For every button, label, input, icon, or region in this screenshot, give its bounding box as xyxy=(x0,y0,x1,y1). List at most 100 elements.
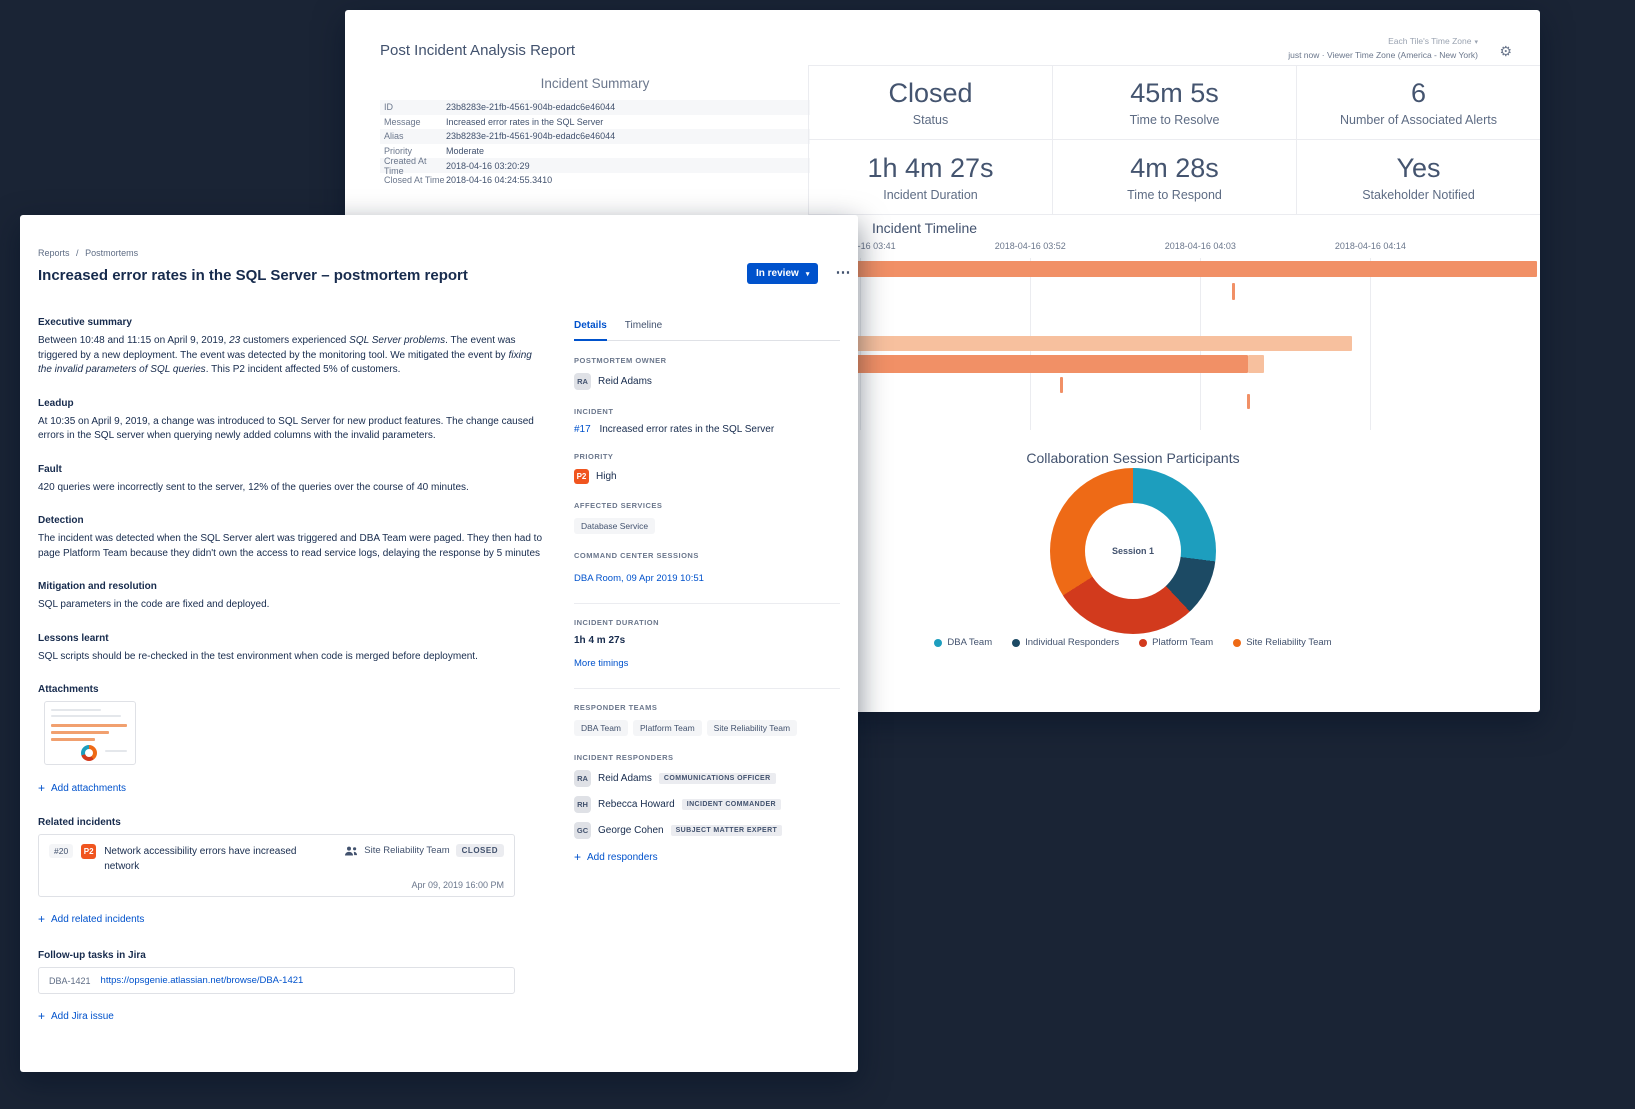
attachment-thumbnail[interactable] xyxy=(44,701,136,765)
postmortem-owner-label: POSTMORTEM OWNER xyxy=(574,356,667,365)
summary-row: Created At Time 2018-04-16 03:20:29 xyxy=(380,155,810,176)
timeline-gridline xyxy=(1370,258,1372,430)
legend-item: DBA Team xyxy=(934,637,992,648)
timeline-bar xyxy=(1060,377,1064,393)
metric-tile-value: Closed xyxy=(888,78,973,108)
command-center-group: COMMAND CENTER SESSIONS DBA Room, 09 Apr… xyxy=(574,551,840,586)
incident-duration-label: INCIDENT DURATION xyxy=(574,618,660,627)
summary-row-value: 2018-04-16 04:24:55.3410 xyxy=(446,175,553,186)
incident-message: Increased error rates in the SQL Server xyxy=(599,424,775,435)
status-dropdown-button[interactable]: In review ▾ xyxy=(747,263,819,284)
incident-responders-list: RA Reid Adams COMMUNICATIONS OFFICER RH Rebe… xyxy=(574,770,840,839)
incident-timeline-title: Incident Timeline xyxy=(872,220,978,236)
timeline-tick-label: 2018-04-16 04:03 xyxy=(1164,241,1236,251)
summary-row-label: Priority xyxy=(384,146,413,157)
postmortem-body: Executive summary Between 10:48 and 11:15… xyxy=(38,317,543,1025)
divider xyxy=(574,603,840,604)
add-attachments-link[interactable]: + Add attachments xyxy=(38,781,127,795)
service-chip[interactable]: Database Service xyxy=(574,518,656,534)
team-chip[interactable]: Site Reliability Team xyxy=(706,720,798,736)
responder-name: George Cohen xyxy=(598,825,664,836)
plus-icon: + xyxy=(574,850,582,864)
donut-center-label: Session 1 xyxy=(1111,546,1155,556)
breadcrumb-postmortems[interactable]: Postmortems xyxy=(85,248,139,258)
attachments-heading: Attachments xyxy=(38,684,99,695)
collab-title: Collaboration Session Participants xyxy=(1026,450,1240,466)
collab-donut-chart: Session 1 xyxy=(1050,468,1216,634)
details-tabs: Details Timeline xyxy=(574,320,840,341)
responder-row: GC George Cohen SUBJECT MATTER EXPERT xyxy=(574,822,840,839)
add-responders-link[interactable]: + Add responders xyxy=(574,850,658,864)
metric-tile: 45m 5s Time to Resolve xyxy=(1052,66,1296,140)
breadcrumb-reports[interactable]: Reports xyxy=(38,248,70,258)
plus-icon: + xyxy=(38,781,46,795)
related-incidents-list: #20 P2 Network accessibility errors have i… xyxy=(38,834,543,897)
section-heading: Executive summary xyxy=(38,317,132,328)
summary-row-value: 23b8283e-21fb-4561-904b-edadc6e46044 xyxy=(446,131,616,142)
metric-tile-value: 1h 4m 27s xyxy=(867,152,994,183)
related-incident-number: #20 xyxy=(49,844,74,858)
more-timings-link[interactable]: More timings xyxy=(574,658,629,669)
metric-tile: 6 Number of Associated Alerts xyxy=(1296,66,1540,140)
priority-name: High xyxy=(596,471,617,482)
postmortem-report-window: Reports / Postmortems Increased error ra… xyxy=(20,215,858,1072)
legend-label: Individual Responders xyxy=(1025,637,1120,648)
section-paragraph: At 10:35 on April 9, 2019, a change was … xyxy=(38,415,534,442)
legend-item: Site Reliability Team xyxy=(1233,637,1332,648)
metric-tiles: Closed Status 45m 5s Time to Resolve 6 Number… xyxy=(808,65,1540,215)
summary-row-value: 2018-04-16 03:20:29 xyxy=(446,160,530,171)
summary-row-label: Created At Time xyxy=(384,155,427,176)
role-badge: INCIDENT COMMANDER xyxy=(681,799,781,810)
team-chip[interactable]: DBA Team xyxy=(574,720,629,736)
page-title: Increased error rates in the SQL Server … xyxy=(38,267,468,284)
timeline-axis: 2018-04-16 03:41 2018-04-16 03:52 2018-04-… xyxy=(380,241,1537,253)
role-badge: COMMUNICATIONS OFFICER xyxy=(658,773,776,784)
metric-tile-label: Time to Respond xyxy=(1127,187,1222,202)
timeline-tick-label: 2018-04-16 03:41 xyxy=(824,241,896,251)
metric-tile-label: Status xyxy=(912,113,949,127)
responder-row: RH Rebecca Howard INCIDENT COMMANDER xyxy=(574,796,840,813)
more-options-button[interactable]: ⋯ xyxy=(835,264,851,281)
legend-dot xyxy=(934,638,943,647)
timeline-bar xyxy=(1246,394,1250,409)
incident-label: INCIDENT xyxy=(574,407,614,416)
add-jira-issue-link[interactable]: + Add Jira issue xyxy=(38,1010,114,1022)
summary-row-label: Alias xyxy=(384,131,404,142)
jira-link[interactable]: https://opsgenie.atlassian.net/browse/DB… xyxy=(100,975,304,986)
summary-row-value: Increased error rates in the SQL Server xyxy=(446,116,604,127)
avatar: RA xyxy=(574,770,591,787)
section-heading: Lessons learnt xyxy=(38,632,109,644)
settings-gear-icon[interactable]: ⚙ xyxy=(1499,43,1512,59)
related-incident-card[interactable]: #20 P2 Network accessibility errors have i… xyxy=(38,834,515,897)
legend-label: Platform Team xyxy=(1152,637,1214,648)
jira-heading: Follow-up tasks in Jira xyxy=(38,950,146,961)
responder-name: Rebecca Howard xyxy=(598,799,675,810)
report-title: Post Incident Analysis Report xyxy=(380,42,576,59)
section-paragraph: 420 queries were incorrectly sent to the… xyxy=(38,481,469,493)
metric-tile: Closed Status xyxy=(808,66,1052,140)
summary-row-value: Moderate xyxy=(446,146,485,157)
viewer-timezone[interactable]: Viewer Time Zone (America - New York) xyxy=(1326,50,1478,60)
tab-details[interactable]: Details xyxy=(574,320,607,341)
postmortem-section: Mitigation and resolution SQL parameters … xyxy=(38,581,543,613)
postmortem-section: Detection The incident was detected when … xyxy=(38,515,543,561)
timeline-tick-label: 2018-04-16 04:14 xyxy=(1334,241,1406,251)
incident-number-link[interactable]: #17 xyxy=(574,424,591,435)
priority-badge: P2 xyxy=(574,469,589,484)
team-icon xyxy=(345,846,358,856)
responder-teams-label: RESPONDER TEAMS xyxy=(574,703,658,712)
role-badge: SUBJECT MATTER EXPERT xyxy=(670,825,783,836)
team-chip[interactable]: Platform Team xyxy=(633,720,702,736)
timeline-bar xyxy=(1231,283,1235,300)
tile-timezone-dropdown[interactable]: Each Tile's Time Zone ▾ xyxy=(1288,36,1478,46)
timezone-controls: Each Tile's Time Zone ▾ just now · Viewer… xyxy=(1288,36,1478,60)
tab-timeline[interactable]: Timeline xyxy=(624,320,663,331)
metric-tile-label: Stakeholder Notified xyxy=(1362,187,1475,202)
add-related-incidents-link[interactable]: + Add related incidents xyxy=(38,913,144,925)
add-attachments-label: Add attachments xyxy=(51,782,127,794)
postmortem-section: Fault 420 queries were incorrectly sent t… xyxy=(38,464,543,496)
affected-services-group: AFFECTED SERVICES Database Service xyxy=(574,501,840,534)
session-link[interactable]: DBA Room, 09 Apr 2019 10:51 xyxy=(574,573,704,584)
summary-row-label: Closed At Time xyxy=(384,175,445,186)
section-heading: Fault xyxy=(38,463,62,475)
